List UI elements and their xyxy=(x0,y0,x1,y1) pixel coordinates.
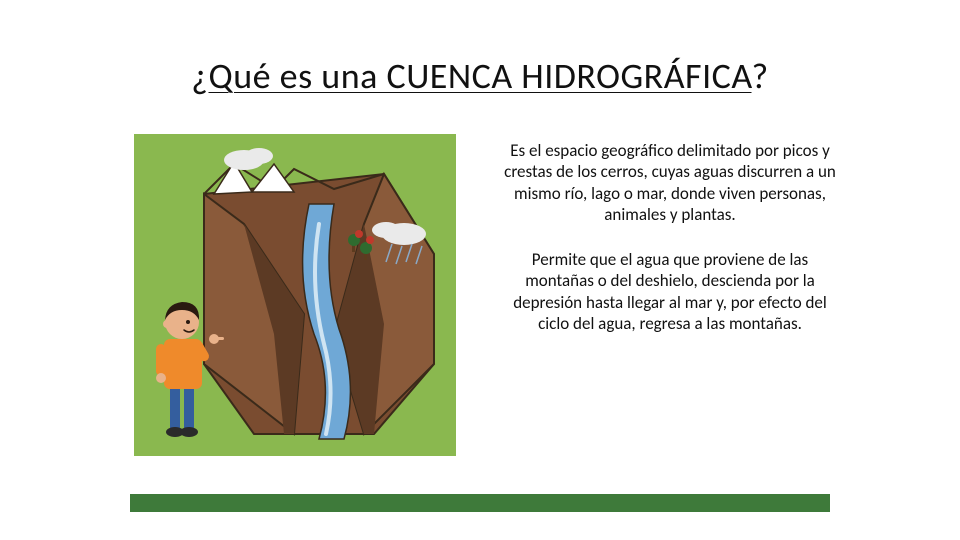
paragraph-1: Es el espacio geográfico delimitado por … xyxy=(500,140,840,225)
title-prefix: ¿ xyxy=(191,54,208,98)
title-suffix: ? xyxy=(752,54,769,98)
footer-bar xyxy=(130,494,830,512)
text-column: Es el espacio geográfico delimitado por … xyxy=(500,140,840,358)
page-title: ¿Qué es una CUENCA HIDROGRÁFICA? xyxy=(0,54,960,98)
slide: ¿Qué es una CUENCA HIDROGRÁFICA? xyxy=(0,0,960,540)
paragraph-2: Permite que el agua que proviene de las … xyxy=(500,249,840,334)
title-underlined: Qué es una CUENCA HIDROGRÁFICA xyxy=(208,54,751,98)
watershed-illustration xyxy=(134,134,456,456)
